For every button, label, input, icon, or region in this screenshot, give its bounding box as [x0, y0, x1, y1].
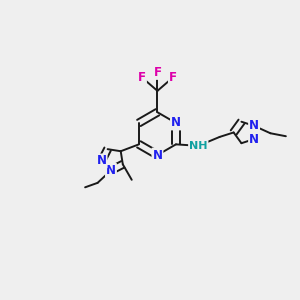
Text: N: N [249, 119, 259, 132]
Text: N: N [152, 148, 162, 162]
Text: F: F [169, 71, 177, 84]
Text: N: N [97, 154, 106, 167]
Text: NH: NH [189, 141, 208, 151]
Text: N: N [249, 133, 259, 146]
Text: N: N [171, 116, 181, 130]
Text: N: N [106, 164, 116, 177]
Text: F: F [138, 71, 146, 84]
Text: F: F [153, 66, 161, 79]
